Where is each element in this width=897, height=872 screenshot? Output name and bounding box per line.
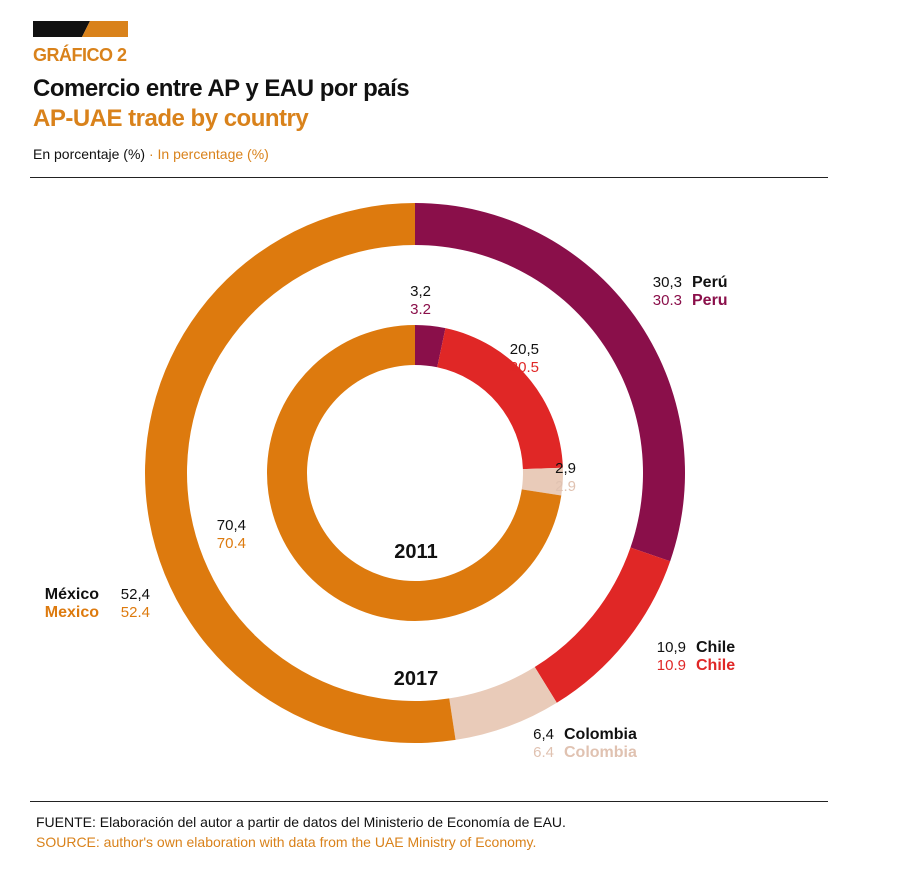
country-en-chile: Chile <box>696 657 735 674</box>
chart-title-en: AP-UAE trade by country <box>33 105 309 132</box>
country-es-mexico: México <box>45 586 99 603</box>
value-label-en-2011-colombia: 2.9 <box>555 478 576 495</box>
chart-kicker: GRÁFICO 2 <box>33 45 127 65</box>
slice-2011-colombia <box>521 467 563 496</box>
unit-es: En porcentaje (%) <box>33 146 146 162</box>
unit-en: In percentage (%) <box>157 146 269 162</box>
value-label-es-2011-colombia: 2,9 <box>555 460 576 477</box>
source-es: FUENTE: Elaboración del autor a partir d… <box>36 814 566 830</box>
value-label-en-2011-chile: 20.5 <box>510 359 539 376</box>
value-label-en-2011-mexico: 70.4 <box>217 535 246 552</box>
value-label-es-2011-peru: 3,2 <box>410 283 431 300</box>
bottom-divider <box>30 801 828 802</box>
value-label-es-2017-mexico: 52,4 <box>121 586 150 603</box>
ring-year-2017: 2017 <box>394 668 439 690</box>
slice-2011-peru <box>415 325 446 368</box>
value-label-en-2017-mexico: 52.4 <box>121 604 150 621</box>
value-label-es-2017-chile: 10,9 <box>657 639 686 656</box>
value-label-es-2011-mexico: 70,4 <box>217 517 246 534</box>
slice-2017-peru <box>415 203 686 562</box>
source-en: SOURCE: author's own elaboration with da… <box>36 834 537 850</box>
value-label-es-2017-colombia: 6,4 <box>533 726 554 743</box>
slice-2017-chile <box>534 547 671 703</box>
top-divider <box>30 177 828 178</box>
header-decor-bar <box>33 21 128 37</box>
value-label-es-2011-chile: 20,5 <box>510 341 539 358</box>
chart-title-es: Comercio entre AP y EAU por país <box>33 75 410 102</box>
unit-label: En porcentaje (%) · In percentage (%) <box>33 146 269 162</box>
country-en-colombia: Colombia <box>564 744 637 761</box>
slice-2017-mexico <box>144 203 456 743</box>
ring-year-2011: 2011 <box>394 541 437 563</box>
value-label-en-2017-chile: 10.9 <box>657 657 686 674</box>
country-es-peru: Perú <box>692 274 728 291</box>
slice-2017-colombia <box>449 667 557 740</box>
value-label-es-2017-peru: 30,3 <box>653 274 682 291</box>
country-en-peru: Peru <box>692 292 728 309</box>
unit-sep: · <box>145 146 158 162</box>
value-label-en-2011-peru: 3.2 <box>410 301 431 318</box>
slice-2011-chile <box>437 328 563 470</box>
country-es-chile: Chile <box>696 639 735 656</box>
country-en-mexico: Mexico <box>45 604 99 621</box>
country-es-colombia: Colombia <box>564 726 637 743</box>
value-label-en-2017-peru: 30.3 <box>653 292 682 309</box>
value-label-en-2017-colombia: 6.4 <box>533 744 554 761</box>
